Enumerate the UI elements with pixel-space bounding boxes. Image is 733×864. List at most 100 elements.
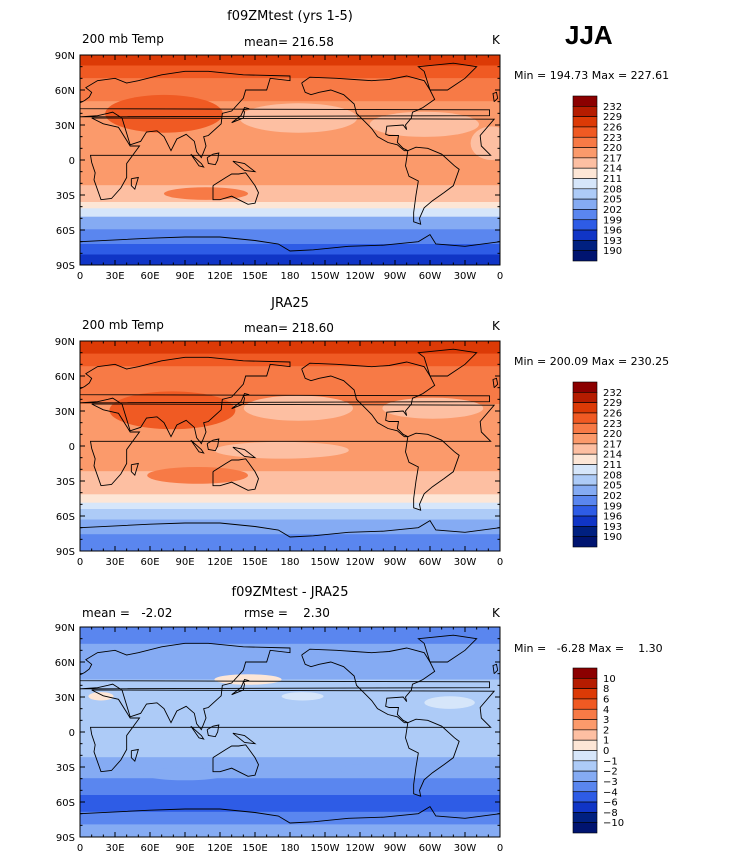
- coastline: [89, 689, 496, 773]
- field-blob: [340, 763, 408, 777]
- colorbar-label: 2: [603, 725, 609, 736]
- field-blob: [88, 692, 114, 701]
- field-blob: [214, 674, 282, 685]
- colorbar-1: 2322292262232202172142112082052021991961…: [572, 95, 622, 262]
- colorbar-label: 199: [603, 501, 622, 512]
- coastline: [492, 663, 499, 674]
- x-tick-label: 150E: [242, 271, 267, 282]
- colorbar-swatch: [572, 526, 598, 537]
- coastline: [206, 152, 220, 166]
- x-tick-label: 30E: [105, 843, 124, 854]
- colorbar-label: 229: [603, 112, 622, 123]
- colorbar-swatch: [572, 770, 598, 782]
- x-tick-label: 60E: [140, 843, 159, 854]
- colorbar-swatch: [572, 729, 598, 741]
- coastline: [130, 462, 139, 477]
- colorbar-swatch: [572, 95, 598, 107]
- colorbar-swatch: [572, 678, 598, 689]
- coastline: [80, 520, 500, 538]
- y-tick-label: 0: [69, 442, 75, 453]
- colorbar-swatch: [572, 698, 598, 710]
- coastline: [417, 348, 478, 377]
- field-blob: [470, 126, 500, 160]
- field-band: [80, 353, 500, 367]
- colorbar-label: −10: [603, 818, 624, 829]
- y-tick-label: 90N: [55, 337, 75, 348]
- colorbar-label: 220: [603, 143, 622, 154]
- x-tick-label: 120E: [207, 843, 232, 854]
- colorbar-label: 8: [603, 684, 609, 695]
- y-tick-label: 30S: [56, 763, 75, 774]
- field-band: [80, 254, 500, 265]
- colorbar-label: 211: [603, 460, 622, 471]
- colorbar-swatch: [572, 474, 598, 486]
- colorbar-swatch: [572, 495, 598, 507]
- y-tick-label: 30N: [55, 693, 75, 704]
- x-tick-label: 60W: [419, 271, 442, 282]
- colorbar-label: −4: [603, 787, 618, 798]
- coastline: [80, 234, 500, 252]
- coastline: [80, 70, 490, 159]
- colorbar-swatch: [572, 536, 598, 548]
- colorbar-swatch: [572, 250, 598, 262]
- season-label: JJA: [565, 20, 613, 50]
- panel-1-left-label: 200 mb Temp: [82, 32, 164, 46]
- coastline: [417, 634, 478, 663]
- coastline: [130, 176, 139, 191]
- colorbar-swatch: [572, 453, 598, 465]
- panel-1-center-label: mean= 216.58: [244, 35, 334, 49]
- field-band: [80, 78, 500, 102]
- x-tick-label: 0: [497, 843, 503, 854]
- panel-2-title: JRA25: [271, 296, 309, 311]
- coastline: [301, 361, 436, 438]
- colorbar-swatch: [572, 240, 598, 251]
- field-blob: [424, 696, 475, 709]
- colorbar-label: 190: [603, 532, 622, 543]
- colorbar-label: 232: [603, 388, 622, 399]
- colorbar-swatch: [572, 719, 598, 731]
- panel-1-title: f09ZMtest (yrs 1-5): [227, 9, 353, 24]
- coastlines: [80, 634, 500, 824]
- panel-3-center-label: rmse = 2.30: [244, 606, 330, 620]
- coastline: [212, 458, 259, 491]
- x-tick-label: 90E: [175, 271, 194, 282]
- colorbar-label: −6: [603, 798, 618, 809]
- coastline: [190, 439, 205, 454]
- colorbar-swatch: [572, 116, 598, 128]
- field-band: [80, 208, 500, 218]
- colorbar-label: 193: [603, 236, 622, 247]
- field-blob: [369, 111, 479, 137]
- y-tick-label: 30N: [55, 407, 75, 418]
- y-tick-label: 30N: [55, 121, 75, 132]
- y-tick-label: 60S: [56, 512, 75, 523]
- colorbar-label: 202: [603, 491, 622, 502]
- coastline: [417, 62, 478, 91]
- coastline: [89, 403, 496, 487]
- coastline: [232, 160, 257, 173]
- coastline: [231, 392, 250, 410]
- field-blob: [109, 391, 236, 430]
- field-1: [80, 55, 500, 265]
- x-tick-label: 120E: [207, 557, 232, 568]
- panel-3-right-label: K: [492, 606, 500, 620]
- y-tick-label: 90S: [56, 547, 75, 558]
- colorbar-swatch: [572, 822, 598, 834]
- colorbar-label: 226: [603, 122, 622, 133]
- colorbar-swatch: [572, 198, 598, 210]
- colorbar-swatch: [572, 791, 598, 803]
- coastline: [212, 172, 259, 205]
- x-tick-label: 90W: [384, 271, 407, 282]
- colorbar-swatch: [572, 801, 598, 813]
- colorbar-label: 214: [603, 450, 622, 461]
- colorbar-label: −2: [603, 767, 618, 778]
- y-tick-label: 0: [69, 728, 75, 739]
- field-blob: [281, 692, 324, 701]
- colorbar-swatch: [572, 157, 598, 169]
- coastline: [206, 438, 220, 452]
- field-2: [80, 341, 500, 551]
- x-tick-label: 90W: [384, 557, 407, 568]
- coastline: [231, 106, 250, 124]
- colorbar-swatch: [572, 178, 598, 190]
